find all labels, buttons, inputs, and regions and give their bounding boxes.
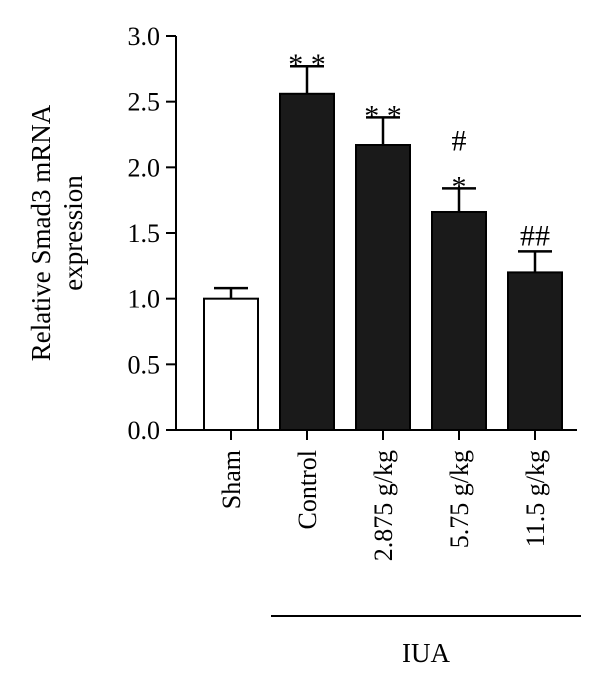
y-tick-label: 0.0 bbox=[128, 416, 161, 445]
error-bar bbox=[366, 116, 400, 146]
bar bbox=[507, 271, 563, 431]
bars bbox=[203, 92, 563, 432]
x-axis bbox=[175, 429, 577, 440]
bar bbox=[279, 92, 335, 432]
y-tick-label: 1.5 bbox=[128, 219, 161, 248]
y-axis-label-line: Relative Smad3 mRNA bbox=[26, 104, 56, 361]
significance-marker: ## bbox=[520, 219, 550, 252]
significance-marker: * bbox=[452, 170, 467, 203]
y-axis: 0.0 0.5 1.0 1.5 2.0 2.5 3.0 bbox=[128, 22, 177, 445]
significance-marker: * * bbox=[288, 48, 326, 81]
y-axis-label: Relative Smad3 mRNA expression bbox=[26, 104, 88, 361]
y-tick-label: 1.0 bbox=[128, 285, 161, 314]
error-bar bbox=[214, 286, 248, 299]
x-category-label: 2.875 g/kg bbox=[369, 450, 398, 561]
y-tick-label: 2.5 bbox=[128, 88, 161, 117]
y-tick-label: 2.0 bbox=[128, 153, 161, 182]
error-bar bbox=[518, 250, 552, 273]
category-labels: Sham Control 2.875 g/kg 5.75 g/kg 11.5 g/kg bbox=[217, 450, 550, 561]
bar bbox=[203, 297, 259, 431]
error-bar bbox=[290, 64, 324, 94]
error-bars bbox=[214, 64, 552, 299]
bar bbox=[355, 144, 411, 432]
x-category-label: 5.75 g/kg bbox=[445, 450, 474, 548]
significance-marker: * * bbox=[364, 99, 402, 132]
x-category-label: Sham bbox=[217, 450, 246, 509]
y-axis-label-line: expression bbox=[58, 175, 88, 291]
y-tick-label: 0.5 bbox=[128, 350, 161, 379]
bar bbox=[431, 210, 487, 431]
significance-marker: # bbox=[452, 124, 467, 157]
x-category-label: Control bbox=[293, 450, 322, 529]
error-bar bbox=[442, 187, 476, 212]
x-category-label: 11.5 g/kg bbox=[521, 450, 550, 547]
group-bracket: IUA bbox=[271, 615, 581, 668]
significance-annotations: * * * * # * ## bbox=[288, 48, 550, 252]
y-tick-label: 3.0 bbox=[128, 22, 161, 51]
group-label: IUA bbox=[402, 638, 450, 668]
